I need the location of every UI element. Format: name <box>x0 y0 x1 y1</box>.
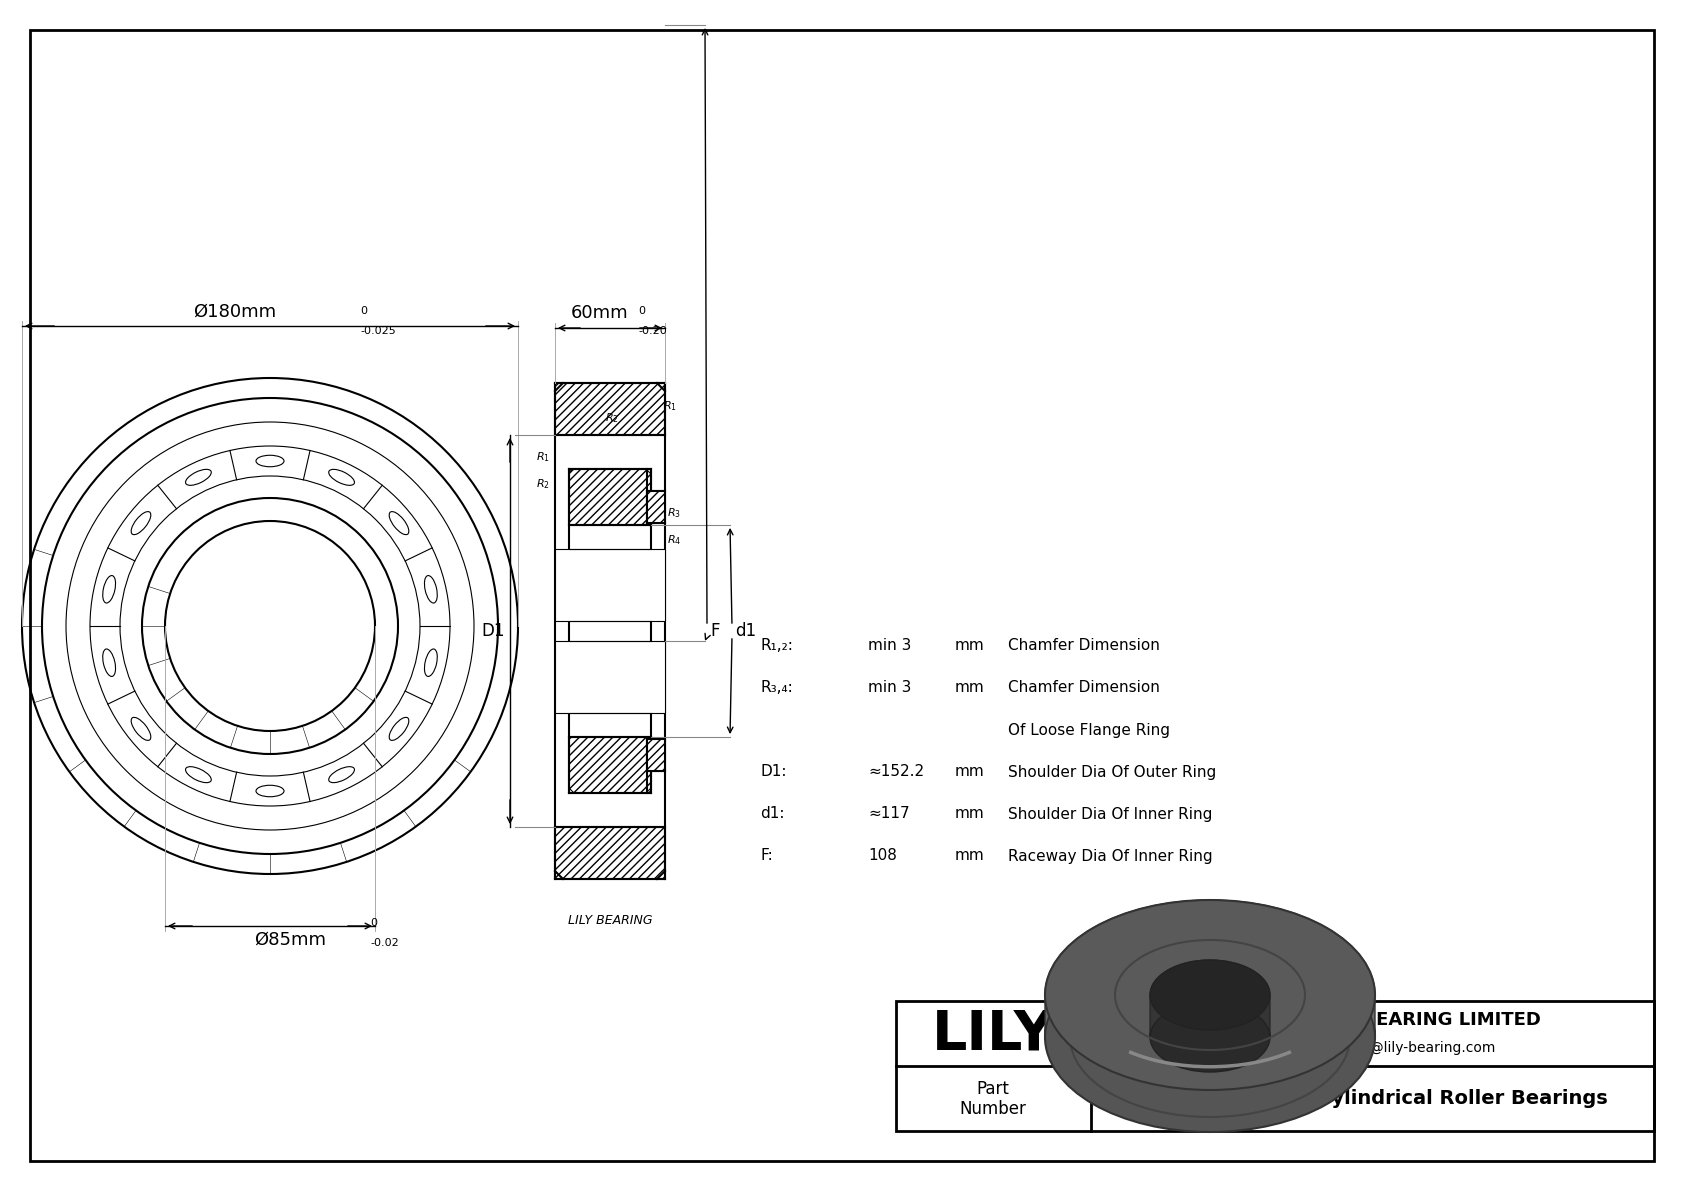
Text: Shoulder Dia Of Inner Ring: Shoulder Dia Of Inner Ring <box>1009 806 1212 822</box>
Text: SHANGHAI LILY BEARING LIMITED: SHANGHAI LILY BEARING LIMITED <box>1202 1011 1541 1029</box>
Text: 60mm: 60mm <box>571 304 628 322</box>
Text: $R_2$: $R_2$ <box>536 478 551 491</box>
Text: min 3: min 3 <box>867 638 911 654</box>
Ellipse shape <box>1150 960 1270 1030</box>
Ellipse shape <box>1046 900 1376 1090</box>
Ellipse shape <box>389 512 409 535</box>
Text: mm: mm <box>955 765 985 779</box>
Text: Part
Number: Part Number <box>960 1079 1027 1118</box>
Bar <box>647 491 665 523</box>
Text: R₁,₂:: R₁,₂: <box>759 638 793 654</box>
Ellipse shape <box>424 575 438 603</box>
Text: F: F <box>711 622 719 640</box>
Text: 0: 0 <box>360 306 367 316</box>
Text: -0.20: -0.20 <box>638 326 667 336</box>
Text: d1: d1 <box>734 622 756 640</box>
Text: LILY BEARING: LILY BEARING <box>568 913 652 927</box>
Ellipse shape <box>103 649 116 676</box>
Text: $R_4$: $R_4$ <box>667 534 682 547</box>
Text: F:: F: <box>759 848 773 863</box>
Text: $R_3$: $R_3$ <box>667 506 680 520</box>
Text: R₃,₄:: R₃,₄: <box>759 680 793 696</box>
Text: 0: 0 <box>638 306 645 316</box>
Bar <box>569 737 652 793</box>
Polygon shape <box>1150 960 1270 1037</box>
Ellipse shape <box>256 785 285 797</box>
Text: $R_2$: $R_2$ <box>605 411 620 425</box>
Text: -0.025: -0.025 <box>360 326 396 336</box>
Text: Shoulder Dia Of Outer Ring: Shoulder Dia Of Outer Ring <box>1009 765 1216 779</box>
Ellipse shape <box>131 512 152 535</box>
Text: Ø85mm: Ø85mm <box>254 931 327 949</box>
Text: ≈152.2: ≈152.2 <box>867 765 925 779</box>
Bar <box>896 1000 1654 1131</box>
Ellipse shape <box>328 767 354 782</box>
Ellipse shape <box>185 767 210 782</box>
Bar <box>556 384 665 435</box>
Text: Chamfer Dimension: Chamfer Dimension <box>1009 680 1160 696</box>
Text: mm: mm <box>955 848 985 863</box>
Text: min 3: min 3 <box>867 680 911 696</box>
Text: 0: 0 <box>370 918 377 928</box>
Text: Chamfer Dimension: Chamfer Dimension <box>1009 638 1160 654</box>
Ellipse shape <box>131 717 152 741</box>
Text: $R_1$: $R_1$ <box>536 450 551 464</box>
Ellipse shape <box>389 717 409 741</box>
Ellipse shape <box>1150 1002 1270 1072</box>
Ellipse shape <box>328 469 354 485</box>
Bar <box>556 641 665 713</box>
Bar <box>556 549 665 621</box>
Text: ®: ® <box>1071 1000 1088 1019</box>
Text: d1:: d1: <box>759 806 785 822</box>
Bar <box>556 827 665 879</box>
Bar <box>647 738 665 771</box>
Ellipse shape <box>256 455 285 467</box>
Text: LILY: LILY <box>931 1008 1054 1061</box>
Text: mm: mm <box>955 680 985 696</box>
Text: mm: mm <box>955 638 985 654</box>
Ellipse shape <box>1046 942 1376 1131</box>
Ellipse shape <box>103 575 116 603</box>
Ellipse shape <box>185 469 210 485</box>
Text: D1:: D1: <box>759 765 786 779</box>
Text: D1: D1 <box>482 622 505 640</box>
Text: Email: lilybearing@lily-bearing.com: Email: lilybearing@lily-bearing.com <box>1250 1041 1495 1055</box>
Text: mm: mm <box>955 806 985 822</box>
Ellipse shape <box>424 649 438 676</box>
Text: Ø180mm: Ø180mm <box>194 303 276 322</box>
Polygon shape <box>1046 900 1376 1037</box>
Text: Raceway Dia Of Inner Ring: Raceway Dia Of Inner Ring <box>1009 848 1212 863</box>
Bar <box>569 469 652 525</box>
Text: -0.02: -0.02 <box>370 939 399 948</box>
Text: 108: 108 <box>867 848 898 863</box>
Text: $R_1$: $R_1$ <box>663 399 677 413</box>
Text: ≈117: ≈117 <box>867 806 909 822</box>
Text: NUP 2317 ECML Cylindrical Roller Bearings: NUP 2317 ECML Cylindrical Roller Bearing… <box>1137 1090 1607 1109</box>
Text: Of Loose Flange Ring: Of Loose Flange Ring <box>1009 723 1170 737</box>
